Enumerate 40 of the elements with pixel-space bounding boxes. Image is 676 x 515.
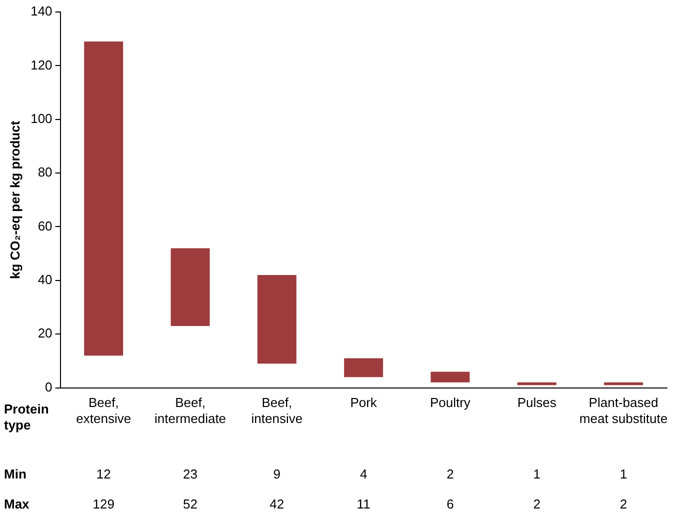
- bar: [604, 382, 643, 386]
- x-tick-label: Poultry: [430, 395, 471, 410]
- data-label: 129: [92, 496, 114, 512]
- bar: [430, 372, 470, 382]
- y-axis-title: kg CO₂-eq per kg product: [7, 120, 22, 279]
- y-tick-label: 20: [38, 326, 52, 341]
- x-tick-label: Pork: [350, 395, 378, 410]
- bar: [344, 358, 384, 378]
- text: 1: [620, 466, 628, 482]
- text: 23: [183, 466, 198, 482]
- y-tick-label: 120: [30, 57, 52, 72]
- bar: [517, 382, 556, 386]
- x-tick-label: Beef, intermediate: [154, 395, 226, 426]
- bar: [170, 248, 210, 326]
- y-tick-label: 80: [38, 164, 52, 180]
- data-label: 42: [270, 496, 284, 512]
- data-label: 52: [183, 496, 198, 512]
- y-tick-label: 100: [30, 110, 52, 126]
- bar: [84, 42, 124, 356]
- text: 4: [360, 466, 368, 482]
- text: 9: [273, 466, 281, 482]
- y-tick-label: 60: [38, 218, 52, 234]
- text: 1: [533, 466, 540, 482]
- bar: [257, 275, 296, 364]
- x-tick-label: Beef, intensive: [251, 395, 303, 426]
- text: Min: [4, 466, 26, 482]
- text: 12: [96, 466, 111, 482]
- y-tick-label: 140: [30, 4, 52, 19]
- data-label: 2: [533, 496, 540, 512]
- y-tick-label: 0: [45, 379, 52, 394]
- y-tick-label: 40: [38, 272, 52, 288]
- data-label: 11: [356, 496, 370, 512]
- data-label: 6: [446, 496, 454, 512]
- data-label: 2: [620, 496, 628, 512]
- x-tick-label: Beef, extensive: [76, 395, 132, 426]
- text: Protein type: [4, 401, 49, 432]
- x-tick-label: Pulses: [517, 395, 557, 410]
- x-tick-label: Plant-based meat substitute: [579, 395, 668, 426]
- text: 2: [446, 466, 454, 482]
- text: Max: [4, 496, 30, 512]
